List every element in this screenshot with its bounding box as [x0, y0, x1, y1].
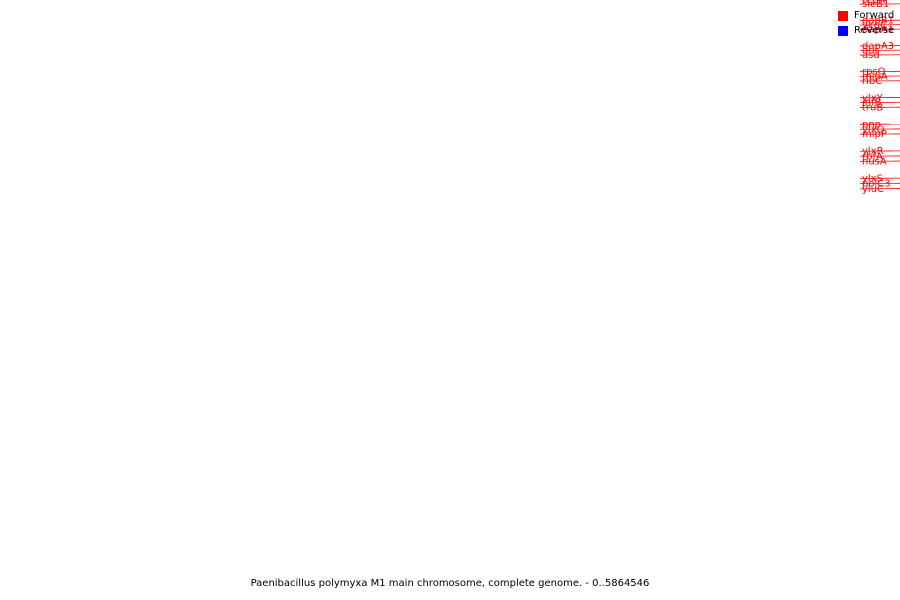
forward-gene-label: sleB1 — [862, 0, 889, 10]
forward-gene-label: asd — [862, 50, 880, 61]
forward-gene-label: dapA3 — [862, 41, 894, 52]
forward-gene-label: yluC — [862, 184, 884, 195]
forward-gene-label: dapG — [862, 0, 889, 2]
forward-gene-label: dapA1 — [862, 24, 894, 35]
forward-gene-label: ylxR — [862, 146, 884, 157]
forward-gene-label: tepA — [862, 0, 885, 6]
forward-gene-label: nusA — [862, 156, 887, 167]
legend-item-reverse: Reverse — [838, 23, 894, 38]
forward-gene-label: ylxQ — [862, 124, 885, 135]
forward-gene-label: ykqC — [862, 20, 887, 31]
forward-gene-label: pnp — [862, 119, 881, 130]
forward-gene-label: dapB1 — [862, 16, 894, 27]
forward-gene-label: rbfA — [862, 151, 883, 162]
forward-gene-label: polC3 — [862, 179, 891, 190]
legend-label-reverse: Reverse — [854, 25, 895, 36]
map-caption: Paenibacillus polymyxa M1 main chromosom… — [250, 578, 650, 589]
forward-gene-label: rpsO — [862, 67, 886, 78]
forward-gene-label: ylxY — [862, 93, 884, 104]
legend-item-forward: Forward — [838, 8, 894, 23]
forward-gene-label: truB — [862, 102, 883, 113]
forward-gene-label: mipP — [862, 129, 887, 140]
forward-gene-label: ribC — [862, 76, 882, 87]
forward-gene-label: mlpA — [862, 71, 888, 82]
strand-legend: Forward Reverse — [838, 8, 894, 38]
forward-gene-label: ylxS — [862, 173, 883, 184]
forward-gene-label: infB — [862, 98, 882, 109]
forward-swatch — [838, 10, 848, 21]
forward-gene-label: dut — [862, 45, 879, 56]
legend-label-forward: Forward — [854, 10, 895, 21]
reverse-swatch — [838, 25, 848, 36]
